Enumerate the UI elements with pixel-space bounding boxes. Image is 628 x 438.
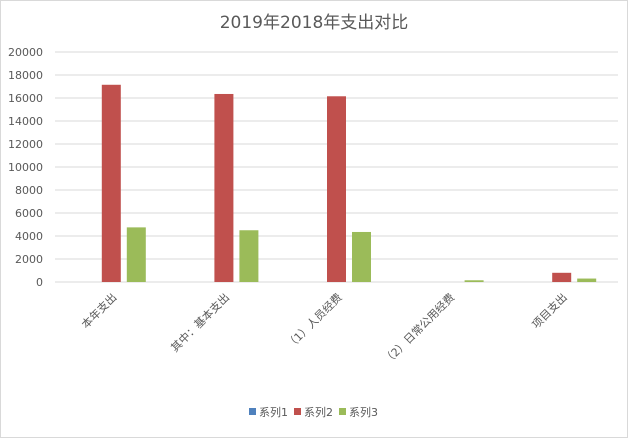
y-tick-label: 0 [36,276,43,289]
legend-swatch [249,408,256,415]
y-tick-label: 14000 [8,115,43,128]
x-category-label: 项目支出 [529,290,570,331]
bar-系列3-1 [239,230,259,282]
y-tick-label: 8000 [15,184,43,197]
legend-swatch [294,408,301,415]
bar-系列2-4 [552,272,572,282]
y-tick-label: 18000 [8,69,43,82]
y-axis-ticks: 0 2000 4000 6000 8000 10000 12000 14000 16000 180… [8,46,43,289]
y-tick-label: 6000 [15,207,43,220]
y-tick-label: 16000 [8,92,43,105]
x-category-label: 其中：基本支出 [168,290,232,354]
legend-label: 系列3 [349,405,378,419]
legend: 系列1 系列2 系列3 [249,405,378,419]
bar-系列3-0 [126,227,146,282]
bar-系列2-1 [214,93,234,282]
legend-label: 系列2 [304,405,333,419]
bar-系列3-4 [577,278,597,282]
y-tick-label: 2000 [15,253,43,266]
bar-系列2-2 [327,96,346,283]
y-tick-label: 12000 [8,138,43,151]
bars [101,84,597,283]
y-tick-label: 4000 [15,230,43,243]
x-category-label: （2）日常公用经费 [381,291,457,367]
bar-系列3-3 [464,280,484,282]
chart-title: 2019年2018年支出对比 [220,13,409,33]
legend-swatch [339,408,346,415]
x-axis-labels: 本年支出 其中：基本支出 （1）人员经费 （2）日常公用经费 项目支出 [78,290,569,367]
x-category-label: （1）人员经费 [284,291,345,352]
y-tick-label: 10000 [8,161,43,174]
bar-系列3-2 [352,231,371,282]
x-category-label: 本年支出 [78,290,119,331]
bar-系列2-0 [101,84,121,283]
y-tick-label: 20000 [8,46,43,59]
legend-label: 系列1 [259,405,288,419]
